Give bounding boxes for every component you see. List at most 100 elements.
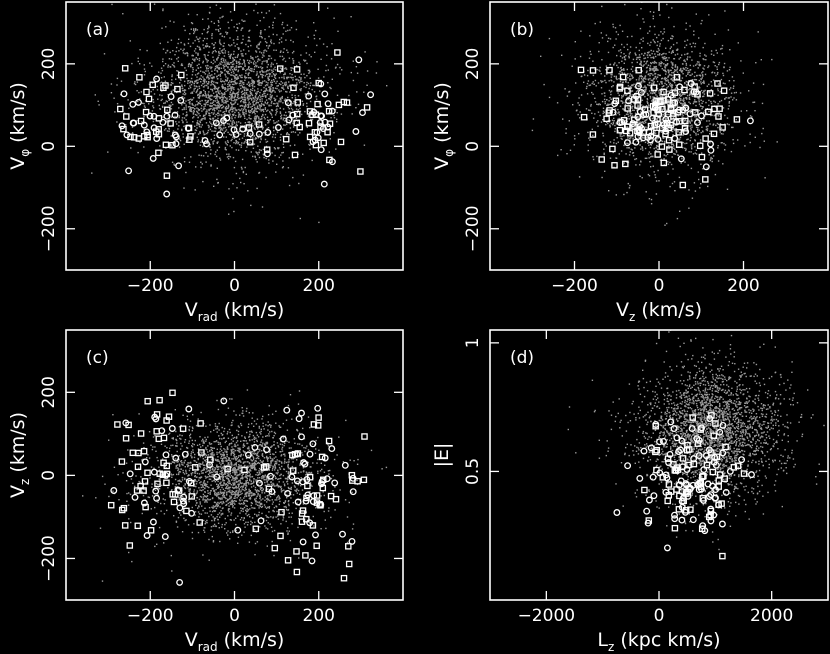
background-point (642, 136, 644, 138)
background-point (137, 57, 139, 59)
background-point (232, 156, 235, 159)
background-point (222, 58, 225, 60)
background-point (264, 108, 266, 110)
background-point (679, 101, 681, 103)
background-point (306, 62, 308, 65)
background-point (589, 50, 591, 53)
background-point (658, 180, 660, 182)
background-point (245, 72, 247, 74)
background-point (213, 103, 215, 106)
background-point (628, 96, 630, 98)
background-point (251, 105, 254, 107)
background-point (641, 117, 643, 119)
background-point (659, 74, 661, 77)
background-point (290, 69, 292, 71)
background-point (280, 115, 282, 118)
background-point (230, 87, 233, 90)
background-point (197, 88, 199, 91)
background-point (222, 93, 224, 96)
background-point (171, 79, 173, 81)
background-point (684, 161, 686, 163)
background-point (231, 105, 233, 107)
background-point (255, 62, 257, 64)
background-point (283, 57, 285, 60)
background-point (229, 37, 231, 39)
background-point (720, 78, 723, 81)
background-point (642, 118, 644, 120)
background-point (723, 62, 726, 65)
background-point (615, 77, 618, 80)
background-point (252, 58, 254, 60)
background-point (190, 22, 193, 24)
background-point (193, 50, 196, 52)
background-point (646, 157, 648, 159)
background-point (671, 7, 673, 9)
background-point (667, 173, 669, 175)
background-point (170, 82, 173, 84)
background-point (648, 198, 651, 200)
star-point (232, 130, 240, 138)
background-point (699, 75, 702, 77)
background-point (185, 114, 187, 117)
background-point (236, 77, 238, 79)
background-point (276, 85, 278, 87)
background-point (253, 81, 256, 83)
background-point (590, 103, 592, 106)
background-point (716, 73, 719, 75)
background-point (654, 41, 656, 44)
background-point (648, 151, 651, 153)
background-point (279, 136, 282, 138)
background-point (250, 44, 252, 47)
background-point (207, 124, 209, 127)
background-point (251, 122, 253, 125)
background-point (238, 61, 240, 63)
background-point (599, 70, 601, 72)
background-point (625, 79, 628, 81)
background-point (262, 114, 264, 116)
background-point (261, 76, 264, 79)
background-point (284, 83, 286, 86)
star-point (647, 122, 655, 130)
background-point (300, 88, 302, 90)
background-point (732, 99, 734, 101)
background-point (635, 90, 638, 93)
background-point (333, 17, 335, 19)
background-point (684, 103, 686, 105)
background-point (646, 129, 649, 132)
background-point (208, 51, 210, 53)
background-point (209, 108, 211, 110)
background-point (173, 163, 175, 165)
background-point (269, 96, 271, 98)
background-point (170, 101, 173, 104)
background-point (258, 149, 261, 151)
background-point (721, 44, 724, 47)
background-point (643, 64, 645, 66)
background-point (214, 104, 216, 106)
background-point (217, 100, 219, 103)
background-point (596, 103, 598, 105)
background-point (209, 99, 212, 101)
background-point (194, 80, 196, 83)
background-point (674, 93, 676, 95)
background-point (268, 89, 271, 91)
background-point (644, 91, 647, 93)
background-point (161, 149, 163, 152)
background-point (230, 71, 233, 74)
background-point (629, 151, 631, 153)
background-point (662, 111, 664, 113)
background-point (667, 147, 669, 149)
background-point (251, 84, 253, 87)
background-point (640, 38, 642, 41)
background-point (250, 92, 253, 94)
background-point (151, 82, 154, 84)
y-tick-label: 0 (39, 141, 59, 152)
background-point (679, 94, 681, 97)
background-point (720, 127, 723, 129)
background-point (234, 83, 237, 85)
background-point (669, 47, 671, 50)
background-point (243, 93, 245, 95)
background-point (656, 117, 659, 120)
background-point (244, 63, 246, 65)
background-point (235, 68, 237, 71)
background-point (242, 113, 245, 115)
